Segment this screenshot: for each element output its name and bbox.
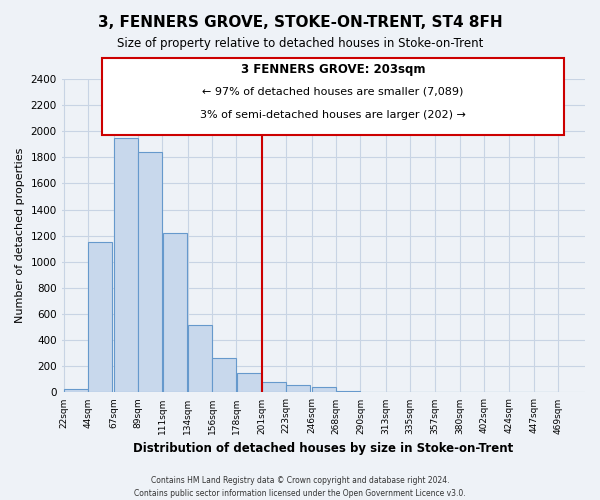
Text: 3, FENNERS GROVE, STOKE-ON-TRENT, ST4 8FH: 3, FENNERS GROVE, STOKE-ON-TRENT, ST4 8F…: [98, 15, 502, 30]
Text: 3 FENNERS GROVE: 203sqm: 3 FENNERS GROVE: 203sqm: [241, 62, 425, 76]
Bar: [212, 358, 236, 392]
Text: ← 97% of detached houses are smaller (7,089): ← 97% of detached houses are smaller (7,…: [202, 86, 464, 97]
Bar: [312, 387, 336, 392]
Y-axis label: Number of detached properties: Number of detached properties: [15, 148, 25, 324]
Text: Contains HM Land Registry data © Crown copyright and database right 2024.
Contai: Contains HM Land Registry data © Crown c…: [134, 476, 466, 498]
Bar: [286, 385, 310, 392]
Text: Size of property relative to detached houses in Stoke-on-Trent: Size of property relative to detached ho…: [117, 38, 483, 51]
Bar: [336, 391, 360, 392]
Bar: [88, 242, 112, 392]
X-axis label: Distribution of detached houses by size in Stoke-on-Trent: Distribution of detached houses by size …: [133, 442, 514, 455]
Bar: [163, 233, 187, 392]
Text: 3% of semi-detached houses are larger (202) →: 3% of semi-detached houses are larger (2…: [200, 110, 466, 120]
Bar: [138, 152, 162, 392]
Bar: [188, 324, 212, 392]
Bar: [114, 138, 138, 392]
Bar: [64, 388, 88, 392]
Bar: [236, 373, 260, 392]
Bar: [262, 382, 286, 392]
